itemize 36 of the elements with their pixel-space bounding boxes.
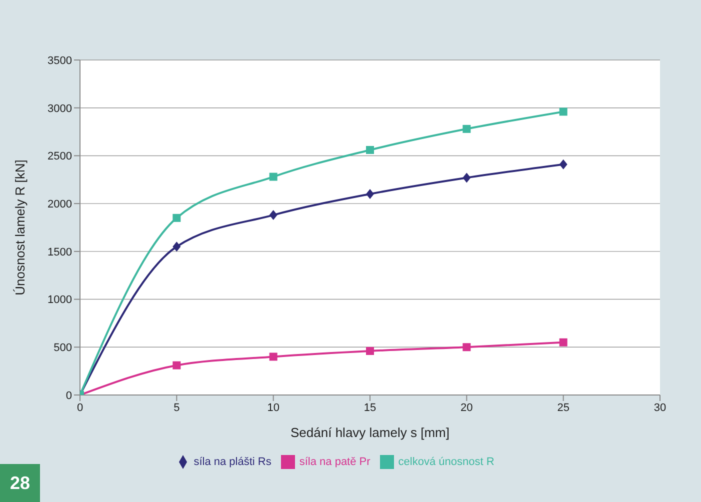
y-tick-label: 0 [66,390,72,402]
x-axis-title: Sedání hlavy lamely s [mm] [290,425,450,440]
y-tick-label: 500 [54,342,72,354]
point [559,159,568,170]
point [269,352,278,361]
legend-label: síla na plášti Rs [194,456,272,468]
x-tick-label: 5 [174,402,180,414]
point [462,343,471,352]
x-tick-label: 10 [267,402,280,414]
point [172,242,181,252]
point [269,210,278,220]
y-tick-label: 3500 [48,54,72,67]
y-tick-label: 2500 [48,150,72,163]
x-tick-label: 20 [460,402,473,414]
text: 28 [0,464,40,502]
point [559,338,568,346]
x-tick-label: 0 [76,402,84,414]
point [366,189,374,199]
legend-label: celková únosnost R [398,456,494,468]
point [172,214,181,222]
point [269,172,278,181]
point [172,361,181,370]
y-tick-label: 1500 [48,246,72,258]
x-tick-label: 30 [654,402,666,414]
point [366,146,374,154]
x-tick-label: 15 [364,402,376,414]
point [462,124,471,133]
y-axis-title: Únosnost lamely R [kN] [12,160,28,296]
x-tick-label: 25 [557,402,570,414]
point [366,346,374,355]
legend-label: síla na patě Pr [299,456,370,468]
y-tick-label: 1000 [48,294,72,306]
y-tick-label: 2000 [48,198,72,210]
point [559,108,568,116]
point [462,172,471,183]
y-tick-label: 3000 [48,102,72,115]
